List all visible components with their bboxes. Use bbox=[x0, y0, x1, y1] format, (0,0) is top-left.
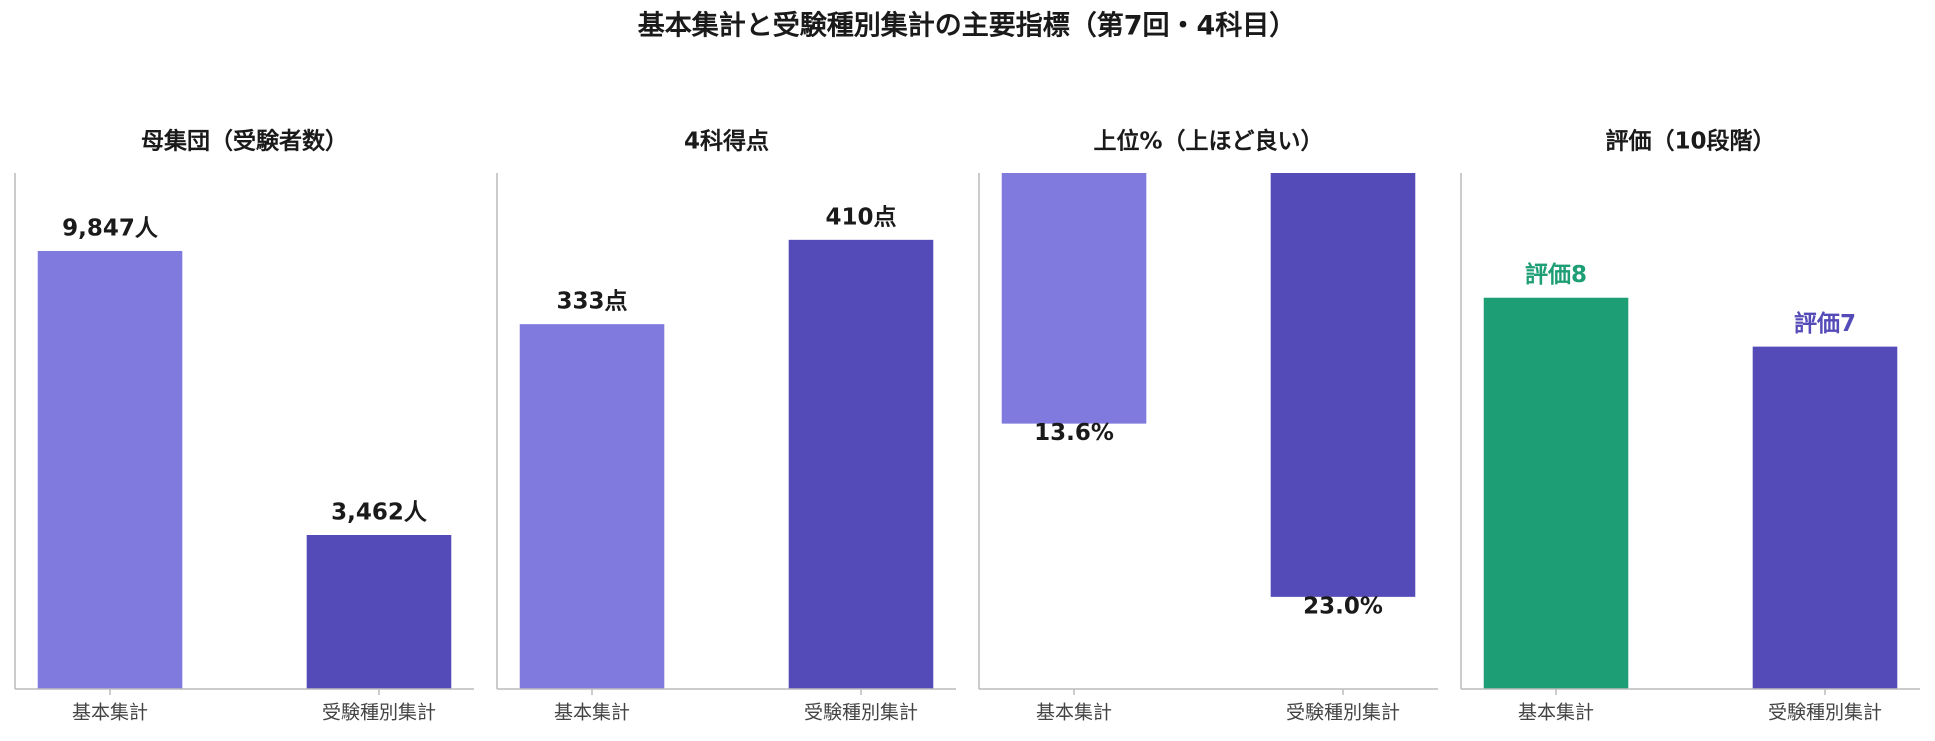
bar bbox=[788, 239, 934, 690]
bar bbox=[306, 535, 452, 689]
value-label: 333点 bbox=[557, 289, 628, 315]
bar bbox=[1270, 173, 1416, 597]
panel-title: 上位%（上ほど良い） bbox=[1093, 128, 1323, 155]
value-label: 3,462人 bbox=[331, 500, 428, 526]
x-tick-label: 受験種別集計 bbox=[322, 702, 436, 724]
x-tick-label: 受験種別集計 bbox=[1768, 702, 1882, 724]
x-tick-label: 基本集計 bbox=[1036, 702, 1112, 724]
panel-title: 評価（10段階） bbox=[1605, 128, 1775, 155]
x-tick-label: 受験種別集計 bbox=[1286, 702, 1400, 724]
main-title: 基本集計と受験種別集計の主要指標（第7回・4科目） bbox=[638, 10, 1297, 42]
bar bbox=[1483, 297, 1629, 689]
x-tick-label: 基本集計 bbox=[554, 702, 630, 724]
panel-title: 4科得点 bbox=[684, 128, 769, 155]
value-label: 9,847人 bbox=[62, 215, 159, 241]
x-tick-label: 基本集計 bbox=[1518, 702, 1594, 724]
bar bbox=[519, 324, 665, 689]
panel-title: 母集団（受験者数） bbox=[141, 128, 348, 155]
value-label: 23.0% bbox=[1303, 593, 1383, 619]
value-label: 評価8 bbox=[1525, 261, 1587, 288]
value-label: 13.6% bbox=[1034, 420, 1114, 446]
bar bbox=[1001, 173, 1147, 424]
bar bbox=[37, 250, 183, 689]
x-tick-label: 基本集計 bbox=[72, 702, 148, 724]
x-tick-label: 受験種別集計 bbox=[804, 702, 918, 724]
value-label: 評価7 bbox=[1794, 310, 1856, 337]
bar bbox=[1752, 346, 1898, 689]
value-label: 410点 bbox=[825, 204, 896, 230]
